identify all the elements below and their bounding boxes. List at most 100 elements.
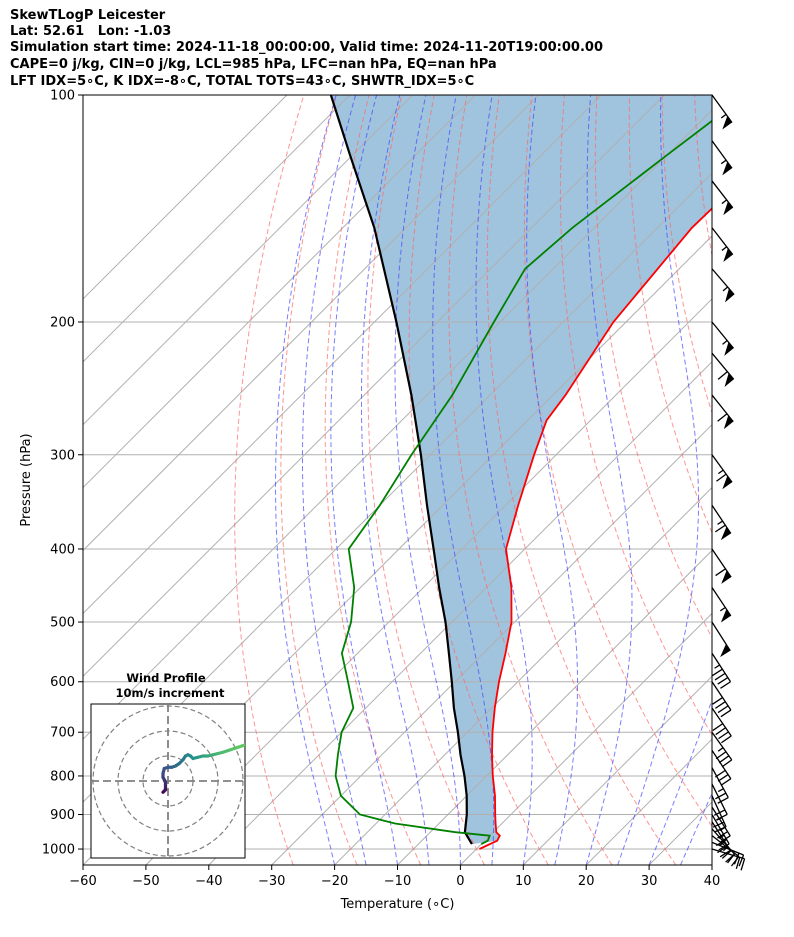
x-tick-label: −40 xyxy=(195,874,222,889)
isotherm-line xyxy=(271,423,712,865)
isotherm-line xyxy=(460,612,712,865)
wind-barb-flag xyxy=(720,609,731,623)
dry-adiabat xyxy=(408,95,549,865)
wind-barb-tick xyxy=(712,723,724,731)
wind-barb-tick xyxy=(714,672,726,681)
wind-barb-half-tick xyxy=(722,286,729,292)
wind-barb-half-tick xyxy=(717,469,724,475)
wind-barb-tick xyxy=(713,809,726,816)
wind-barb-staff xyxy=(711,140,733,169)
dry-adiabat xyxy=(760,95,794,865)
wind-barb-flag xyxy=(723,201,733,216)
wind-barb-flag xyxy=(722,116,732,130)
x-tick-label: 10 xyxy=(515,874,532,889)
y-tick-label: 100 xyxy=(50,89,75,104)
wind-barb-tick xyxy=(718,731,729,740)
chart-title-indices-2: LFT IDX=5∘C, K IDX=-8∘C, TOTAL TOTS=43∘C… xyxy=(10,74,475,89)
x-tick-label: 40 xyxy=(704,874,721,889)
wind-barb xyxy=(711,750,732,786)
moist-adiabat xyxy=(526,95,578,865)
hodograph-subtitle: 10m/s increment xyxy=(116,686,225,700)
hodograph-trace-segment xyxy=(236,743,245,749)
wind-barb-tick xyxy=(725,853,736,863)
wind-barb-tick xyxy=(716,473,727,482)
wind-barb xyxy=(711,587,732,623)
moist-adiabat xyxy=(680,792,712,865)
wind-barb-tick xyxy=(720,709,732,718)
wind-barb-tick xyxy=(719,849,731,858)
x-tick-label: 0 xyxy=(456,874,464,889)
x-tick-label: −30 xyxy=(258,874,285,889)
x-axis-label: Temperature (∘C) xyxy=(340,897,455,912)
x-tick-label: 20 xyxy=(578,874,595,889)
wind-barb-staff xyxy=(711,621,731,652)
wind-barb-flag xyxy=(723,248,733,263)
wind-barb xyxy=(711,454,733,490)
wind-barb-tick xyxy=(735,857,741,870)
wind-barb-tick xyxy=(740,858,746,871)
wind-barb-half-tick xyxy=(717,520,723,525)
wind-barb-flag xyxy=(722,161,732,176)
wind-barb xyxy=(711,731,733,768)
wind-barb-tick xyxy=(715,839,727,847)
wind-barb-tick xyxy=(715,792,727,800)
moist-adiabat xyxy=(648,698,712,865)
wind-barb-half-tick xyxy=(717,788,724,793)
wind-barb-tick xyxy=(717,371,728,380)
wind-barb-tick xyxy=(714,826,727,833)
wind-barb-half-tick xyxy=(723,846,729,852)
wind-barb xyxy=(711,227,734,263)
wind-barb-flag xyxy=(721,570,732,584)
wind-barb xyxy=(711,548,732,584)
isotherm-line xyxy=(334,486,712,865)
chart-title-location: Lat: 52.61 Lon: -1.03 xyxy=(10,24,172,39)
wind-barb-staff xyxy=(711,681,732,711)
dry-adiabat xyxy=(661,95,712,415)
wind-barb xyxy=(711,681,732,718)
wind-barb-tick xyxy=(715,568,726,577)
isotherm-line xyxy=(83,95,288,300)
wind-barb-tick xyxy=(715,751,727,760)
wind-barb xyxy=(711,707,732,744)
dry-adiabat xyxy=(448,95,613,865)
x-tick-label: −20 xyxy=(321,874,348,889)
y-tick-label: 400 xyxy=(50,542,75,557)
wind-barb-tick xyxy=(717,831,728,839)
wind-barb-tick xyxy=(717,677,729,685)
wind-barb-staff xyxy=(711,731,733,761)
chart-title-indices-1: CAPE=0 j/kg, CIN=0 j/kg, LCL=985 hPa, LF… xyxy=(10,57,497,72)
y-tick-label: 1000 xyxy=(42,843,75,858)
isotherm-line xyxy=(522,675,712,865)
x-tick-label: 30 xyxy=(641,874,658,889)
wind-barb-tick xyxy=(718,755,730,764)
wind-barb-half-tick xyxy=(719,606,726,612)
moist-adiabat xyxy=(302,95,367,865)
isotherm-line xyxy=(83,95,351,363)
moist-adiabat xyxy=(275,95,337,865)
chart-title-station: SkewTLogP Leicester xyxy=(10,8,166,23)
wind-barb-staff xyxy=(711,806,731,837)
moist-adiabat xyxy=(617,95,699,865)
x-tick-label: −60 xyxy=(69,874,96,889)
wind-barb-staff xyxy=(711,321,735,349)
moist-adiabat xyxy=(585,95,633,865)
wind-barb-staff xyxy=(711,707,732,737)
y-tick-label: 700 xyxy=(50,726,75,741)
wind-barb xyxy=(711,621,731,658)
isotherm-line xyxy=(145,298,712,865)
wind-barb-tick xyxy=(719,835,731,843)
wind-barb xyxy=(711,140,733,176)
hodograph-plot xyxy=(91,704,245,858)
wind-barb-tick xyxy=(717,413,728,422)
wind-barb-tick xyxy=(718,843,730,851)
wind-barb-flag xyxy=(724,342,734,356)
wind-barb-tick xyxy=(714,524,726,533)
wind-barb xyxy=(711,321,735,356)
wind-barb-staff xyxy=(711,750,732,780)
wind-barb-tick xyxy=(717,796,729,804)
wind-barb xyxy=(711,504,732,541)
wind-barb-half-tick xyxy=(719,841,726,846)
y-tick-label: 300 xyxy=(50,448,75,463)
isotherm-line xyxy=(397,549,712,865)
wind-barb-staff xyxy=(711,94,733,123)
